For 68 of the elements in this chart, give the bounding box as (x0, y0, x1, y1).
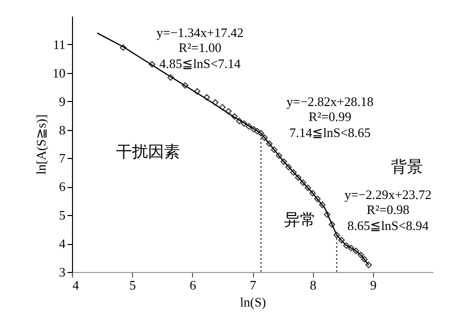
point (194, 88, 200, 95)
point (120, 44, 126, 51)
point (285, 164, 292, 170)
point (246, 123, 252, 130)
annotation: R²=0.98 (366, 202, 410, 217)
point (338, 236, 345, 244)
point (261, 134, 268, 141)
point (348, 244, 354, 252)
point (333, 232, 340, 238)
point (290, 169, 297, 176)
y-tick-label: 7 (59, 150, 66, 166)
x-tick-label: 9 (370, 278, 377, 292)
point (343, 242, 350, 249)
point (328, 221, 336, 228)
point (182, 82, 188, 89)
annotation: 7.14≦lnS<8.65 (289, 125, 371, 140)
point (148, 61, 156, 68)
y-tick-label: 5 (59, 208, 66, 223)
y-axis-title: ln[A(S≧s)] (34, 114, 48, 175)
annotation: R²=1.00 (178, 40, 222, 55)
y-tick-label: 11 (52, 36, 66, 52)
annotation: 异常 (284, 211, 316, 229)
y-tick-label: 3 (59, 264, 66, 280)
point (319, 202, 326, 208)
point (204, 94, 210, 101)
annotation: R²=0.99 (308, 109, 352, 124)
x-axis-title: ln(S) (240, 294, 266, 310)
annotation: y=−1.34x+17.42 (156, 25, 244, 40)
point (309, 190, 316, 196)
annotation: 干扰因素 (116, 143, 180, 161)
annotation: y=−2.29x+23.72 (344, 187, 432, 202)
x-tick-label: 6 (190, 278, 197, 292)
point (258, 130, 264, 136)
point (167, 74, 174, 81)
point (254, 128, 261, 134)
x-tick-label: 7 (250, 278, 257, 292)
annotation: 4.85≦lnS<7.14 (159, 56, 242, 71)
point (276, 152, 282, 159)
point (231, 113, 238, 120)
point (352, 248, 360, 254)
point (314, 196, 321, 202)
point (294, 174, 302, 181)
y-tick-label: 9 (59, 94, 66, 109)
point (300, 179, 306, 186)
point (358, 252, 364, 258)
point (361, 256, 368, 262)
point (225, 108, 232, 115)
y-tick-label: 6 (59, 179, 66, 194)
point (280, 158, 288, 165)
point (270, 146, 278, 153)
y-tick-label: 8 (59, 122, 66, 138)
y-tick-label: 4 (59, 236, 66, 252)
point (236, 118, 242, 124)
point (240, 120, 248, 127)
annotation: 8.65≦lnS<8.94 (347, 218, 430, 233)
y-tick-label: 10 (52, 65, 66, 80)
x-tick-label: 5 (129, 278, 136, 292)
point (365, 262, 372, 268)
x-tick-label: 8 (310, 278, 316, 292)
point (219, 104, 226, 111)
annotation: 背景 (391, 158, 423, 176)
point (266, 140, 273, 147)
point (250, 126, 257, 132)
annotation: y=−2.82x+28.18 (286, 94, 374, 109)
point (304, 184, 312, 192)
x-tick-label: 4 (72, 278, 80, 292)
point (324, 211, 330, 218)
point (212, 99, 218, 106)
